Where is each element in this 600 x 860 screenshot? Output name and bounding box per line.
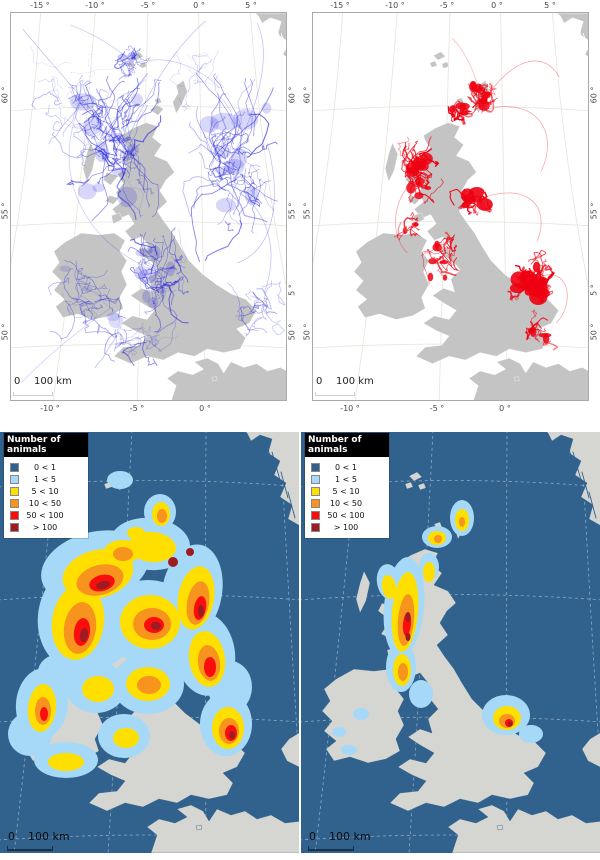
axis-label: 5 ° <box>245 1 257 10</box>
scalebar-zero: 0 <box>316 376 323 387</box>
axis-label: -15 ° <box>330 1 350 10</box>
legend-row: 5 < 10 <box>311 485 385 497</box>
scalebar-zero: 0 <box>14 376 21 387</box>
legend-body: 0 < 1 1 < 5 5 < 10 10 < 50 50 < 100 > 10… <box>4 457 88 538</box>
axis-label: 55 ° <box>589 202 599 220</box>
scalebar <box>13 392 53 396</box>
legend-row: 50 < 100 <box>311 509 385 521</box>
red-animal-tracks <box>393 37 568 351</box>
axis-label: 5 ° <box>589 284 599 296</box>
axis-label: 60 ° <box>589 86 599 104</box>
axis-label: 55 ° <box>302 202 312 220</box>
legend-box: Number of animals 0 < 1 1 < 5 5 < 10 10 … <box>305 433 389 538</box>
scalebar-distance: 100 km <box>28 830 70 843</box>
legend-body: 0 < 1 1 < 5 5 < 10 10 < 50 50 < 100 > 10… <box>305 457 389 538</box>
legend-box: Number of animals 0 < 1 1 < 5 5 < 10 10 … <box>4 433 88 538</box>
axis-label: -5 ° <box>429 404 445 413</box>
axis-label: 50 ° <box>302 323 312 341</box>
legend-row: 10 < 50 <box>10 497 84 509</box>
axis-label: -10 ° <box>40 404 60 413</box>
axis-label: -5 ° <box>140 1 156 10</box>
legend-row: > 100 <box>311 521 385 533</box>
legend-swatch <box>10 522 19 532</box>
axis-label: -10 ° <box>85 1 105 10</box>
scalebar-distance: 100 km <box>336 376 374 387</box>
axis-label: 0 ° <box>491 1 503 10</box>
legend-row: 0 < 1 <box>10 461 84 473</box>
red-tracks-map <box>313 13 588 400</box>
axis-label: -5 ° <box>439 1 455 10</box>
panel-density-all: Number of animals 0 < 1 1 < 5 5 < 10 10 … <box>0 432 299 853</box>
legend-row: 0 < 1 <box>311 461 385 473</box>
legend-swatch <box>311 522 320 532</box>
density-map-all <box>0 432 299 853</box>
axis-label: 5 ° <box>544 1 556 10</box>
legend-swatch <box>10 498 19 508</box>
legend-swatch <box>10 462 19 472</box>
legend-swatch <box>10 474 19 484</box>
axis-label: -10 ° <box>385 1 405 10</box>
map-frame <box>312 12 589 401</box>
scalebar-distance: 100 km <box>34 376 72 387</box>
axis-label: -5 ° <box>129 404 145 413</box>
scalebar <box>7 846 53 851</box>
density-map-subset <box>301 432 600 853</box>
scalebar-zero: 0 <box>309 830 316 843</box>
legend-row: 1 < 5 <box>311 473 385 485</box>
axis-label: 0 ° <box>199 404 211 413</box>
scalebar <box>308 846 354 851</box>
panel-tracks-red: -15 ° -10 ° -5 ° 0 ° 5 ° -10 ° -5 ° 0 ° … <box>300 0 600 432</box>
axis-label: 50 ° <box>0 323 10 341</box>
scalebar <box>315 392 355 396</box>
graticule <box>301 432 600 853</box>
axis-label: 50 ° <box>589 323 599 341</box>
legend-swatch <box>311 486 320 496</box>
axis-label: 60 ° <box>0 86 10 104</box>
axis-label: 0 ° <box>499 404 511 413</box>
axis-label: 55 ° <box>0 202 10 220</box>
legend-row: 50 < 100 <box>10 509 84 521</box>
legend-swatch <box>311 474 320 484</box>
legend-title: Number of animals <box>305 433 389 457</box>
axis-label: 55 ° <box>287 202 297 220</box>
legend-row: > 100 <box>10 521 84 533</box>
legend-row: 10 < 50 <box>311 497 385 509</box>
legend-swatch <box>311 498 320 508</box>
axis-label: 50 ° <box>287 323 297 341</box>
scalebar-distance: 100 km <box>329 830 371 843</box>
legend-row: 1 < 5 <box>10 473 84 485</box>
scalebar-zero: 0 <box>8 830 15 843</box>
panel-density-subset: Number of animals 0 < 1 1 < 5 5 < 10 10 … <box>301 432 600 853</box>
axis-label: 60 ° <box>302 86 312 104</box>
legend-swatch <box>10 510 19 520</box>
axis-label: -15 ° <box>30 1 50 10</box>
density-overlay <box>8 471 252 778</box>
axis-label: 0 ° <box>193 1 205 10</box>
map-frame <box>10 12 287 401</box>
axis-label: 60 ° <box>287 86 297 104</box>
axis-label: 5 ° <box>287 284 297 296</box>
legend-swatch <box>10 486 19 496</box>
density-overlay <box>332 500 543 755</box>
legend-swatch <box>311 510 320 520</box>
blue-animal-tracks <box>20 20 286 384</box>
axis-label: -10 ° <box>340 404 360 413</box>
legend-title: Number of animals <box>4 433 88 457</box>
legend-swatch <box>311 462 320 472</box>
legend-row: 5 < 10 <box>10 485 84 497</box>
panel-tracks-blue: -15 ° -10 ° -5 ° 0 ° 5 ° -10 ° -5 ° 0 ° … <box>0 0 300 432</box>
tracking-maps-row: -15 ° -10 ° -5 ° 0 ° 5 ° -10 ° -5 ° 0 ° … <box>0 0 600 432</box>
blue-tracks-map <box>11 13 286 400</box>
density-maps-row: Number of animals 0 < 1 1 < 5 5 < 10 10 … <box>0 432 600 853</box>
